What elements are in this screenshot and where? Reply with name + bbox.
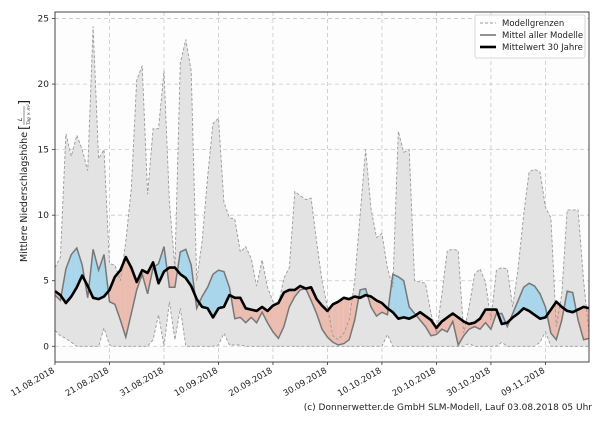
- below-normal-fill: [332, 301, 339, 345]
- above-normal-fill: [529, 283, 535, 315]
- below-normal-fill: [120, 257, 126, 338]
- y-tick-label: 15: [38, 146, 49, 156]
- above-normal-fill: [539, 293, 546, 319]
- below-normal-fill: [245, 308, 252, 323]
- below-normal-fill: [240, 297, 246, 323]
- upper-limit-line: [54, 26, 590, 341]
- above-normal-fill: [202, 287, 208, 309]
- legend: Modellgrenzen Mittel aller Modelle Mitte…: [474, 14, 586, 59]
- model-mean-line: [54, 246, 590, 347]
- y-axis-unit-denominator: Tag × m²: [26, 104, 32, 125]
- below-normal-fill: [425, 316, 431, 336]
- y-axis-label-bracket-close: ]: [17, 100, 32, 105]
- series-lines: [54, 26, 590, 347]
- below-normal-fill: [578, 306, 584, 340]
- y-axis-label: Mittlere Niederschlagshöhe [ L Tag × m² …: [17, 100, 32, 262]
- legend-label-model-mean: Mittel aller Modelle: [502, 31, 583, 41]
- below-normal-fill: [343, 297, 350, 344]
- x-tick-label: 20.09.2018: [227, 366, 274, 399]
- above-normal-fill: [518, 287, 524, 314]
- y-tick-label: 0: [43, 342, 49, 352]
- x-tick-label: 20.10.2018: [391, 366, 438, 399]
- credit-footer: (c) Donnerwetter.de GmbH SLM-Modell, Lau…: [303, 403, 592, 413]
- legend-label-limits: Modellgrenzen: [502, 19, 564, 29]
- y-axis-label-text: Mittlere Niederschlagshöhe: [19, 132, 30, 262]
- below-normal-fill: [289, 289, 295, 307]
- below-normal-fill: [327, 304, 333, 343]
- above-normal-fill: [98, 254, 105, 300]
- below-normal-fill: [371, 296, 377, 317]
- above-normal-fill: [398, 276, 404, 319]
- above-normal-fill: [534, 285, 540, 319]
- x-tick-label: 31.08.2018: [118, 366, 165, 399]
- above-normal-fill: [71, 247, 77, 297]
- below-normal-fill: [447, 313, 453, 332]
- y-axis-label-bracket-open: [: [17, 125, 32, 130]
- above-normal-fill: [523, 283, 530, 311]
- x-tick-label: 11.08.2018: [9, 366, 56, 399]
- below-normal-fill: [338, 297, 344, 345]
- below-normal-fill: [234, 297, 241, 319]
- below-normal-fill: [316, 299, 322, 330]
- below-normal-fill: [267, 305, 273, 332]
- below-normal-fill: [583, 306, 589, 340]
- climate-mean-line: [54, 255, 590, 330]
- above-normal-fill: [567, 291, 573, 313]
- above-normal-fill: [218, 270, 224, 309]
- above-normal-fill: [223, 271, 230, 307]
- below-normal-fill: [278, 292, 284, 339]
- above-normal-fill: [93, 249, 99, 300]
- legend-box: [474, 14, 586, 59]
- above-normal-fill: [392, 274, 399, 319]
- x-axis: 11.08.2018 21.08.2018 31.08.2018 10.09.2018…: [9, 362, 547, 399]
- below-normal-fill: [311, 287, 317, 314]
- below-normal-fill: [109, 276, 115, 305]
- y-tick-label: 5: [43, 277, 49, 287]
- y-tick-label: 10: [38, 211, 50, 221]
- y-axis: 0 5 10 15 20 25: [38, 15, 55, 352]
- lower-limit-line: [54, 301, 589, 347]
- below-normal-fill: [272, 303, 279, 339]
- x-tick-label: 30.09.2018: [282, 366, 329, 399]
- below-normal-fill: [322, 305, 328, 338]
- legend-label-climate-mean: Mittelwert 30 Jahre: [502, 43, 583, 53]
- y-axis-unit-numerator: L: [17, 118, 24, 121]
- x-tick-label: 09.11.2018: [500, 366, 547, 399]
- grid: [54, 12, 589, 362]
- y-tick-label: 20: [38, 80, 50, 90]
- above-normal-fill: [213, 270, 219, 318]
- below-normal-fill: [376, 300, 382, 317]
- x-tick-label: 21.08.2018: [64, 366, 111, 399]
- below-normal-fill: [550, 301, 557, 340]
- above-normal-fill: [185, 249, 192, 286]
- x-tick-label: 10.10.2018: [336, 366, 383, 399]
- plot-frame: [54, 11, 590, 363]
- below-normal-fill: [480, 309, 486, 330]
- below-normal-fill: [251, 309, 257, 323]
- below-normal-fill: [283, 289, 290, 327]
- below-normal-fill: [169, 267, 175, 288]
- x-tick-label: 10.09.2018: [173, 366, 220, 399]
- x-tick-label: 30.10.2018: [445, 366, 492, 399]
- y-tick-label: 25: [38, 15, 49, 25]
- below-normal-fill: [349, 296, 355, 340]
- above-normal-fill: [180, 249, 186, 279]
- below-normal-fill: [556, 301, 562, 340]
- below-normal-fill: [485, 309, 491, 330]
